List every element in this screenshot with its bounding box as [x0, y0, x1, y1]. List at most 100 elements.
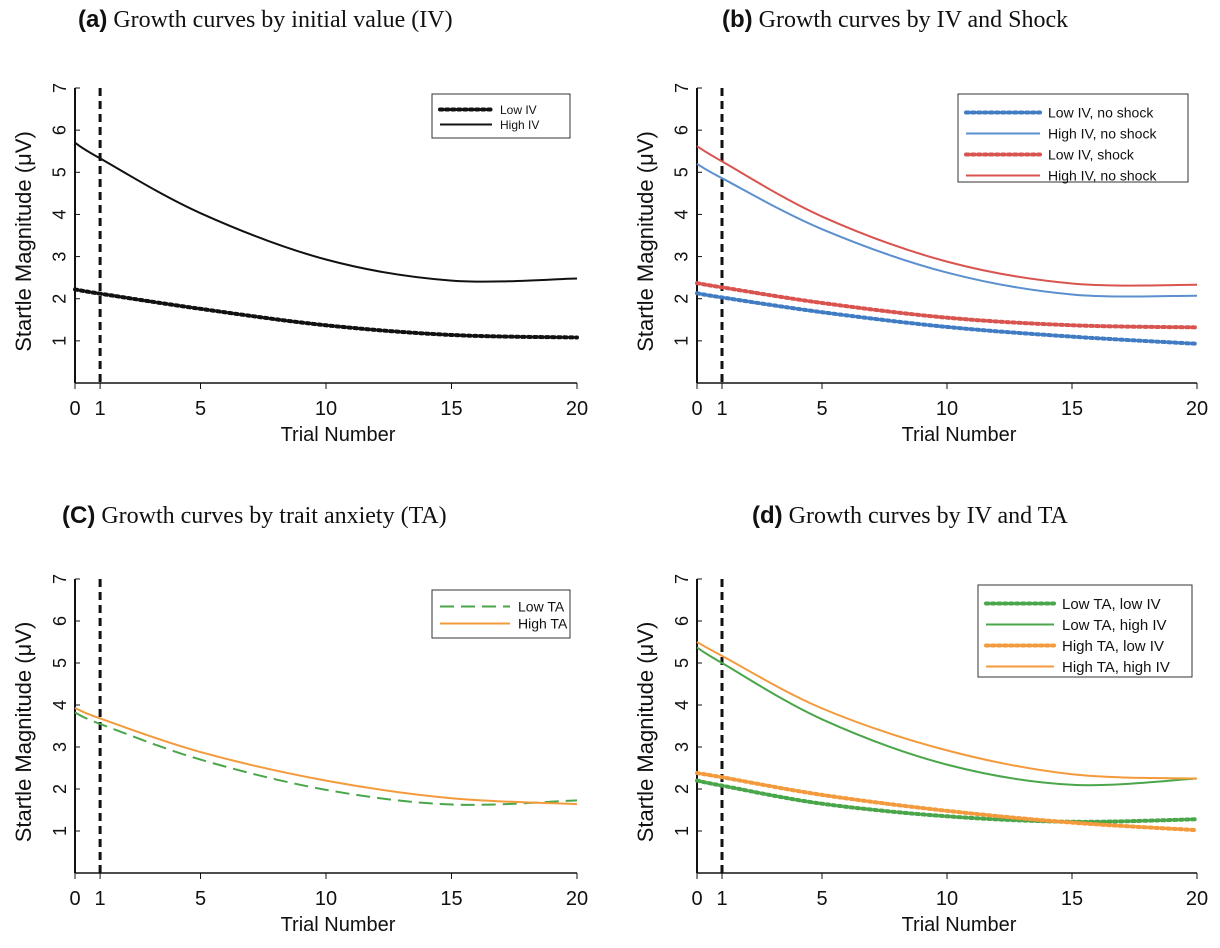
y-tick-label: 1 — [50, 336, 70, 346]
legend-box — [431, 93, 571, 139]
x-tick-label: 15 — [1061, 398, 1083, 420]
series-line-1 — [696, 646, 1198, 787]
y-tick-label: 5 — [672, 167, 692, 177]
panel-b-title: (b) Growth curves by IV and Shock — [722, 6, 1068, 34]
y-tick-label: 7 — [672, 83, 692, 93]
x-axis-label: Trial Number — [902, 914, 1017, 936]
x-tick-label: 15 — [440, 888, 462, 910]
series-line-3 — [696, 145, 1198, 287]
y-tick-label: 3 — [672, 742, 692, 752]
panel-d-tag: (d) — [752, 502, 783, 529]
legend-box — [957, 93, 1189, 183]
y-axis-label: Startle Magnitude (μV) — [11, 622, 36, 843]
series-line-0 — [73, 287, 579, 340]
x-tick-label: 20 — [1186, 888, 1208, 910]
x-tick-label: 5 — [816, 398, 827, 420]
legend-label: High IV — [500, 118, 539, 132]
y-tick-label: 4 — [672, 209, 692, 219]
x-axis-label: Trial Number — [281, 424, 396, 446]
y-tick-label: 3 — [50, 252, 70, 262]
x-tick-label: 1 — [716, 888, 727, 910]
panel-a-title-text: Growth curves by initial value (IV) — [113, 7, 453, 33]
series-line-0 — [695, 291, 1199, 346]
y-tick-label: 5 — [50, 167, 70, 177]
x-tick-label: 15 — [440, 398, 462, 420]
legend-box — [977, 584, 1193, 678]
x-tick-label: 10 — [315, 888, 337, 910]
legend-label: High TA, high IV — [1062, 659, 1170, 676]
y-tick-label: 7 — [50, 83, 70, 93]
y-tick-label: 2 — [672, 784, 692, 794]
y-tick-label: 5 — [50, 658, 70, 668]
x-tick-label: 1 — [95, 888, 106, 910]
y-tick-label: 6 — [672, 616, 692, 626]
y-tick-label: 6 — [50, 125, 70, 135]
legend-label: High IV, no shock — [1048, 168, 1157, 184]
series-line-3 — [696, 641, 1198, 780]
y-tick-label: 4 — [50, 209, 70, 219]
x-tick-label: 10 — [936, 888, 958, 910]
panel-a-title: (a) Growth curves by initial value (IV) — [78, 6, 453, 34]
y-tick-label: 3 — [50, 742, 70, 752]
x-tick-label: 0 — [69, 888, 80, 910]
x-tick-label: 1 — [95, 398, 106, 420]
panel-a-tag: (a) — [78, 6, 108, 33]
panel-c-title: (C) Growth curves by trait anxiety (TA) — [62, 502, 447, 530]
series-line-1 — [74, 707, 578, 806]
x-tick-label: 5 — [195, 398, 206, 420]
panel-d-title-text: Growth curves by IV and TA — [788, 503, 1068, 529]
panel-b-tag: (b) — [722, 6, 753, 33]
y-axis-label: Startle Magnitude (μV) — [633, 622, 658, 843]
x-tick-label: 10 — [936, 398, 958, 420]
y-tick-label: 6 — [672, 125, 692, 135]
y-tick-label: 5 — [672, 658, 692, 668]
y-axis-label: Startle Magnitude (μV) — [633, 131, 658, 352]
y-tick-label: 1 — [50, 826, 70, 836]
legend-label: Low IV, shock — [1048, 147, 1135, 163]
legend-label: Low IV, no shock — [1048, 105, 1154, 121]
series-line-1 — [696, 162, 1198, 298]
y-tick-label: 1 — [672, 336, 692, 346]
legend-label: High TA, low IV — [1062, 638, 1164, 655]
series-line-1 — [74, 141, 578, 283]
y-tick-label: 6 — [50, 616, 70, 626]
x-tick-label: 0 — [691, 888, 702, 910]
y-tick-label: 7 — [672, 574, 692, 584]
y-tick-label: 2 — [50, 294, 70, 304]
y-axis-label: Startle Magnitude (μV) — [11, 131, 36, 352]
series-line-2 — [695, 771, 1199, 833]
panel-c-tag: (C) — [62, 502, 96, 529]
legend-box — [431, 589, 571, 639]
series-line-2 — [695, 281, 1199, 330]
y-tick-label: 2 — [672, 294, 692, 304]
x-tick-label: 10 — [315, 398, 337, 420]
y-tick-label: 1 — [672, 826, 692, 836]
panel-c-title-text: Growth curves by trait anxiety (TA) — [101, 503, 447, 529]
series-line-0 — [74, 711, 578, 806]
y-tick-label: 3 — [672, 252, 692, 262]
y-tick-label: 7 — [50, 574, 70, 584]
legend-label: Low TA — [518, 599, 565, 615]
legend-label: Low TA, low IV — [1062, 596, 1161, 613]
x-tick-label: 5 — [816, 888, 827, 910]
legend-label: Low TA, high IV — [1062, 617, 1167, 634]
y-tick-label: 4 — [50, 700, 70, 710]
x-axis-label: Trial Number — [281, 914, 396, 936]
x-tick-label: 20 — [566, 398, 588, 420]
y-tick-label: 4 — [672, 700, 692, 710]
x-tick-label: 5 — [195, 888, 206, 910]
x-tick-label: 0 — [69, 398, 80, 420]
x-tick-label: 15 — [1061, 888, 1083, 910]
x-axis-label: Trial Number — [902, 424, 1017, 446]
legend-label: High IV, no shock — [1048, 126, 1157, 142]
legend-label: Low IV — [500, 103, 537, 117]
x-tick-label: 0 — [691, 398, 702, 420]
panel-d-title: (d) Growth curves by IV and TA — [752, 502, 1068, 530]
x-tick-label: 20 — [566, 888, 588, 910]
x-tick-label: 20 — [1186, 398, 1208, 420]
